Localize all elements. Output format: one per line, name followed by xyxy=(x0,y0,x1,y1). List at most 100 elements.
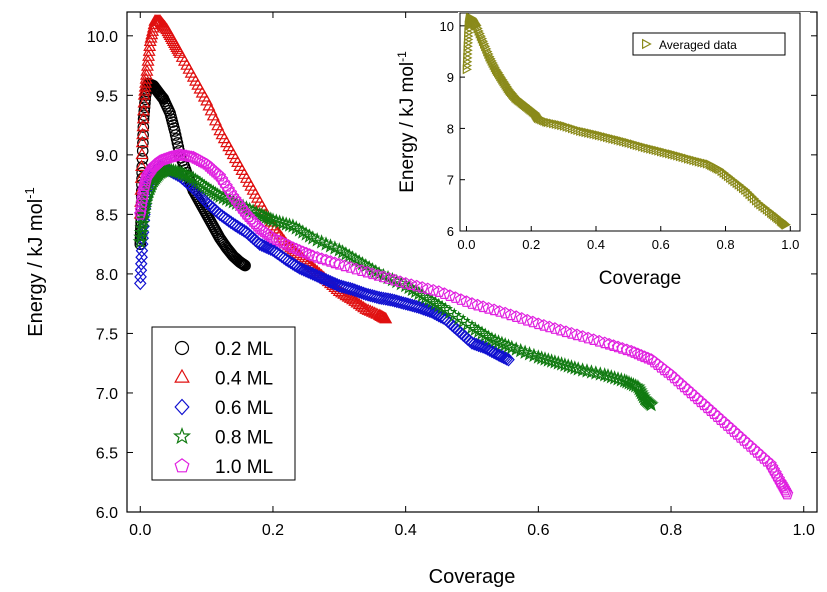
legend-marker-2 xyxy=(174,398,190,416)
inset-data-point xyxy=(686,154,696,165)
data-point xyxy=(643,396,659,412)
main-y-axis-label-text: Energy / kJ mol xyxy=(25,199,47,337)
data-point xyxy=(299,264,313,278)
data-point xyxy=(532,317,545,330)
data-point xyxy=(308,268,322,282)
data-point xyxy=(630,379,646,394)
data-point xyxy=(388,273,401,286)
data-point xyxy=(459,330,472,344)
inset-data-point xyxy=(621,137,632,148)
inset-y-tick-label: 7 xyxy=(447,173,454,188)
data-point xyxy=(136,111,150,124)
inset-data-point xyxy=(586,128,597,139)
inset-data-point xyxy=(689,155,699,166)
inset-plot-frame xyxy=(459,12,801,232)
inset-data-point xyxy=(683,153,694,164)
data-point xyxy=(349,262,362,275)
data-point xyxy=(171,137,184,149)
data-point xyxy=(482,301,495,314)
series-1_0-ml xyxy=(134,148,794,500)
data-point xyxy=(338,259,352,272)
data-point xyxy=(570,328,584,341)
main-x-tick-label: 1.0 xyxy=(793,522,815,539)
data-point xyxy=(133,229,149,244)
data-point xyxy=(592,366,608,381)
data-point xyxy=(404,278,418,290)
data-point xyxy=(359,287,373,301)
inset-legend-marker xyxy=(641,38,652,50)
data-point xyxy=(543,320,556,333)
inset-data-point xyxy=(549,118,559,129)
data-point xyxy=(508,341,524,356)
series-0_8-ml xyxy=(132,161,659,412)
data-point xyxy=(764,457,777,470)
data-point xyxy=(335,279,348,294)
data-point xyxy=(521,346,538,361)
data-point xyxy=(390,294,404,309)
data-point xyxy=(767,463,781,476)
data-point xyxy=(332,278,346,293)
data-point xyxy=(382,272,396,284)
data-point xyxy=(379,311,393,324)
data-point xyxy=(137,96,151,108)
inset-data-point xyxy=(700,157,710,168)
inset-data-point xyxy=(640,142,651,153)
legend-label: 0.2 ML xyxy=(215,339,273,360)
data-point xyxy=(399,276,412,289)
legend-label: 0.6 ML xyxy=(215,398,273,419)
data-point xyxy=(314,234,330,249)
inset-data-point xyxy=(543,117,553,128)
data-point xyxy=(452,324,466,338)
main-y-tick-label: 9.5 xyxy=(96,88,118,105)
data-point xyxy=(565,326,578,339)
main-y-tick-label: 7.5 xyxy=(96,326,118,343)
data-point xyxy=(559,325,573,338)
main-legend-box xyxy=(151,326,296,481)
data-point xyxy=(408,299,421,313)
data-point xyxy=(346,292,360,305)
inset-data-point xyxy=(616,135,626,146)
data-point xyxy=(470,337,483,352)
data-point xyxy=(133,276,147,291)
data-point xyxy=(392,295,406,309)
data-point xyxy=(350,284,364,298)
data-point xyxy=(134,220,150,235)
data-point xyxy=(620,343,633,356)
data-point xyxy=(416,281,429,293)
data-point xyxy=(363,288,377,303)
inset-data-point xyxy=(694,156,704,167)
inset-x-axis-label: Coverage xyxy=(599,268,681,289)
inset-data-point xyxy=(608,133,618,144)
data-point xyxy=(352,297,366,310)
data-point xyxy=(574,362,591,377)
main-y-axis-label: Energy / kJ mol-1 xyxy=(22,187,47,336)
data-point xyxy=(410,279,423,292)
data-point xyxy=(333,257,346,270)
data-point xyxy=(465,297,479,309)
data-point xyxy=(337,280,351,294)
data-point xyxy=(775,477,788,490)
data-point xyxy=(581,331,595,344)
data-point xyxy=(168,125,181,137)
data-point xyxy=(309,232,325,247)
data-point xyxy=(417,301,430,316)
data-point xyxy=(138,80,152,92)
data-point xyxy=(554,323,567,336)
data-point xyxy=(513,342,529,358)
inset-data-point xyxy=(578,126,588,137)
inset-x-tick-label: 0.2 xyxy=(522,237,540,252)
main-x-axis-label: Coverage xyxy=(429,566,516,588)
data-point xyxy=(255,238,269,252)
data-point xyxy=(313,270,326,284)
data-point xyxy=(133,224,149,240)
data-point xyxy=(471,298,484,311)
data-point xyxy=(502,352,515,367)
data-point xyxy=(357,286,370,301)
inset-data-point xyxy=(643,143,653,154)
data-point xyxy=(776,479,789,492)
data-point xyxy=(134,263,148,278)
data-point xyxy=(341,281,355,296)
data-point xyxy=(397,296,410,310)
main-y-tick-label: 7.0 xyxy=(96,386,118,403)
